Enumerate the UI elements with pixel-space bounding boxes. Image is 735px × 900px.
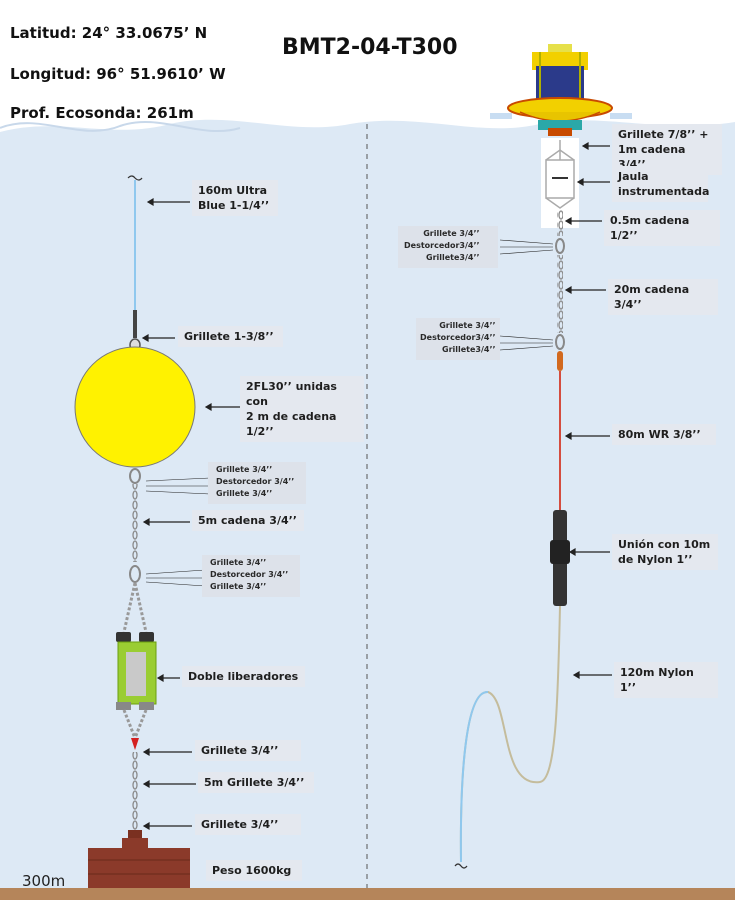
bridle-lower: [122, 709, 148, 739]
chain-05m: [557, 210, 563, 236]
surface-buoy: [507, 44, 613, 136]
arrow-rhw2: [499, 335, 554, 351]
surface-highlight: [490, 113, 512, 119]
label-ultra-blue-line: 160m Ultra Blue 1-1/4’’: [192, 180, 278, 216]
bridle-upper: [122, 582, 148, 633]
label-top-shackle: Grillete 1-3/8’’: [178, 326, 283, 347]
seafloor-depth: 300m: [22, 872, 66, 890]
right-swivel-2: [555, 334, 565, 350]
label-shackle-chain: 5m Grillete 3/4’’: [198, 772, 314, 793]
syntactic-float: [74, 346, 196, 468]
label-shackle-2: Grillete 3/4’’: [195, 814, 301, 835]
surface-wave: [0, 121, 241, 133]
swivel-2: [129, 565, 141, 583]
line-top-marker: [127, 175, 143, 181]
label-bg-rhw2: [416, 318, 500, 360]
latitude-text: Latitud: 24° 33.0675’ N: [10, 24, 208, 42]
mooring-title: BMT2-04-T300: [282, 35, 458, 60]
label-anchor: Peso 1600kg: [206, 860, 302, 881]
depth-sounder-text: Prof. Ecosonda: 261m: [10, 104, 194, 122]
float-shackle: [129, 468, 141, 484]
arrow-hw2: [145, 569, 206, 587]
double-releases: [116, 632, 157, 710]
anchor-weight: [88, 830, 190, 888]
label-right-hardware-1: Grillete 3/4’’ Destorcedor3/4’’ Grillete…: [404, 229, 480, 262]
nylon-end: [459, 690, 489, 863]
seafloor: [0, 888, 735, 900]
label-bg-rhw1: [398, 226, 498, 268]
label-chain-5m: 5m cadena 3/4’’: [192, 510, 304, 531]
label-joint: Unión con 10m de Nylon 1’’: [612, 534, 718, 570]
label-wire-rope: 80m WR 3/8’’: [612, 424, 716, 445]
lower-chain: [132, 752, 138, 832]
right-swivel-1: [555, 238, 565, 254]
label-bg-hw2: [202, 555, 300, 597]
label-hardware-1: Grillete 3/4’’ Destorcedor 3/4’’ Grillet…: [216, 465, 295, 498]
label-bg-hw1: [208, 462, 306, 504]
label-nylon: 120m Nylon 1’’: [614, 662, 718, 698]
wr-termination: [557, 351, 563, 371]
surface-highlight: [610, 113, 632, 119]
label-chain-short: 0.5m cadena 1/2’’: [604, 210, 720, 246]
label-chain-long: 20m cadena 3/4’’: [608, 279, 718, 315]
label-right-hardware-2: Grillete 3/4’’ Destorcedor3/4’’ Grillete…: [420, 321, 496, 354]
label-hardware-2: Grillete 3/4’’ Destorcedor 3/4’’ Grillet…: [210, 558, 289, 591]
label-releases: Doble liberadores: [182, 666, 305, 687]
label-float: 2FL30’’ unidas con 2 m de cadena 1/2’’: [240, 376, 364, 442]
chain-20m: [557, 255, 563, 333]
label-cage: Jaula instrumentada: [612, 166, 709, 202]
arrow-hw1: [145, 477, 211, 495]
arrow-rhw1: [499, 239, 554, 255]
chain-5m: [132, 484, 138, 562]
line-end-marker: [454, 863, 468, 869]
nylon-joint-center: [550, 540, 570, 564]
longitude-text: Longitud: 96° 51.9610’ W: [10, 65, 226, 83]
top-shackle-rod: [133, 310, 137, 338]
red-shackle: [131, 738, 139, 750]
label-shackle-1: Grillete 3/4’’: [195, 740, 301, 761]
